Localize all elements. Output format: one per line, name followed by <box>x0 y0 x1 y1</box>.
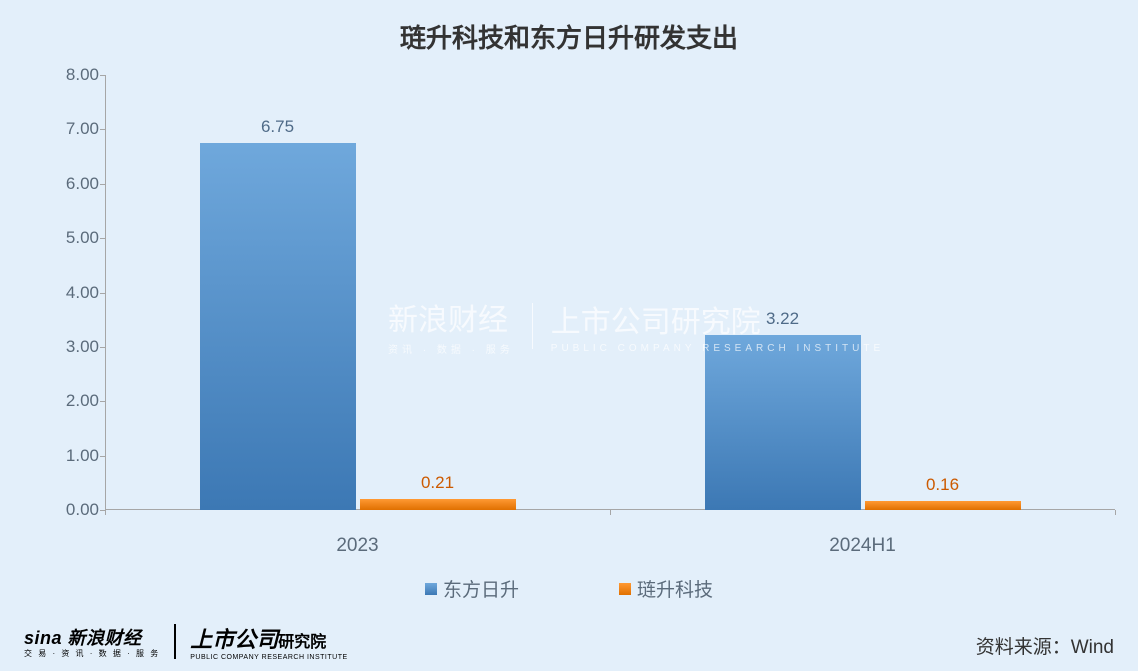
y-tick-mark <box>100 238 105 239</box>
bar-value-label: 6.75 <box>261 117 294 137</box>
y-tick-label: 6.00 <box>66 174 99 194</box>
x-tick-mark <box>105 510 106 515</box>
y-tick-label: 7.00 <box>66 119 99 139</box>
bar <box>705 335 861 510</box>
y-tick-mark <box>100 75 105 76</box>
bar-value-label: 0.16 <box>926 475 959 495</box>
bar-value-label: 3.22 <box>766 309 799 329</box>
x-tick-mark <box>610 510 611 515</box>
y-tick-label: 5.00 <box>66 228 99 248</box>
chart-container: 琏升科技和东方日升研发支出 0.00 1.00 2.00 3.00 4.00 5.00 6.… <box>0 0 1138 671</box>
y-tick-label: 3.00 <box>66 337 99 357</box>
sina-finance-logo: sina 新浪财经 交 易 · 资 讯 · 数 据 · 服 务 <box>24 624 176 659</box>
legend-swatch <box>425 583 437 595</box>
legend-item: 琏升科技 <box>619 575 713 602</box>
y-tick-mark <box>100 184 105 185</box>
data-source-label: 资料来源：Wind <box>976 632 1114 659</box>
legend-swatch <box>619 583 631 595</box>
y-tick-mark <box>100 347 105 348</box>
y-tick-label: 4.00 <box>66 283 99 303</box>
research-institute-logo: 上市公司研究院 PUBLIC COMPANY RESEARCH INSTITUT… <box>176 622 347 661</box>
bar <box>360 499 516 510</box>
x-category-label: 2023 <box>336 535 378 557</box>
y-tick-mark <box>100 129 105 130</box>
chart-title: 琏升科技和东方日升研发支出 <box>0 18 1138 55</box>
plot-area: 6.75 0.21 3.22 0.16 <box>105 75 1115 510</box>
logo2-small: 研究院 <box>278 634 326 651</box>
y-tick-mark <box>100 401 105 402</box>
legend-label: 东方日升 <box>443 575 519 602</box>
logo1-sub: 交 易 · 资 讯 · 数 据 · 服 务 <box>24 648 160 659</box>
y-tick-mark <box>100 293 105 294</box>
bar <box>200 143 356 510</box>
y-tick-label: 1.00 <box>66 446 99 466</box>
x-tick-mark <box>1115 510 1116 515</box>
logo1-main: sina 新浪财经 <box>24 628 142 648</box>
y-tick-label: 8.00 <box>66 65 99 85</box>
x-category-label: 2024H1 <box>829 535 896 557</box>
y-tick-label: 0.00 <box>66 500 99 520</box>
y-tick-label: 2.00 <box>66 391 99 411</box>
legend-label: 琏升科技 <box>637 575 713 602</box>
bar-value-label: 0.21 <box>421 473 454 493</box>
legend: 东方日升 琏升科技 <box>0 575 1138 602</box>
logo2-big: 上市公司 <box>190 627 278 652</box>
y-axis: 0.001.002.003.004.005.006.007.008.00 <box>50 75 105 525</box>
bar <box>865 501 1021 510</box>
y-tick-mark <box>100 456 105 457</box>
legend-item: 东方日升 <box>425 575 519 602</box>
footer-logos: sina 新浪财经 交 易 · 资 讯 · 数 据 · 服 务 上市公司研究院 … <box>24 622 348 661</box>
logo2-sub: PUBLIC COMPANY RESEARCH INSTITUTE <box>190 654 347 661</box>
